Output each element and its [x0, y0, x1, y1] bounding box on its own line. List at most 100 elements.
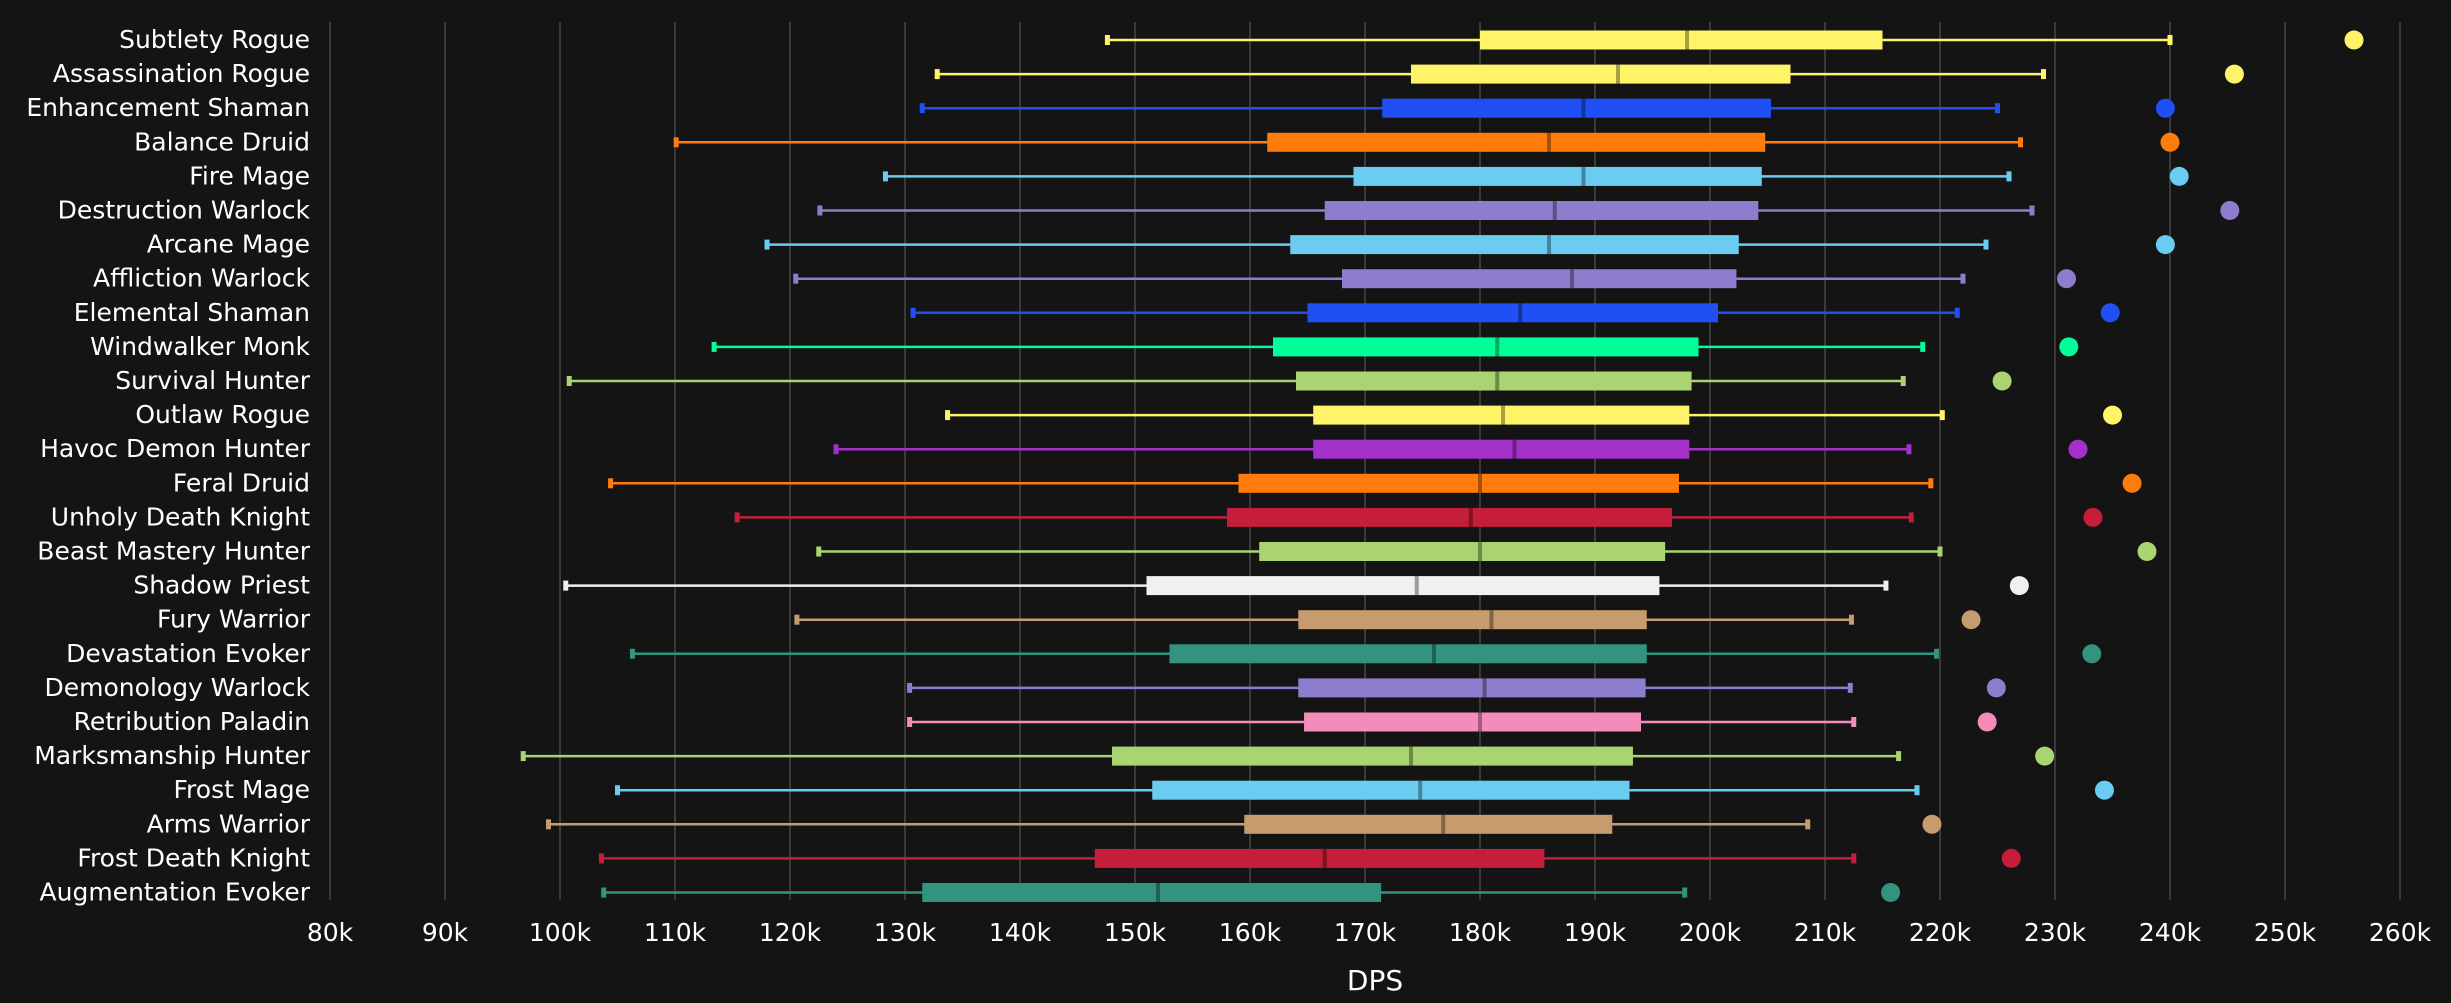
iqr-box [1273, 337, 1699, 357]
category-label: Balance Druid [134, 127, 310, 156]
iqr-box [1238, 473, 1679, 493]
x-tick-label: 130k [874, 918, 937, 947]
outlier-point [2103, 405, 2122, 425]
outlier-point [2035, 746, 2055, 766]
category-label: Arcane Mage [147, 230, 310, 259]
outlier-point [2082, 644, 2102, 664]
x-tick-label: 100k [529, 918, 592, 947]
outlier-point [2155, 98, 2175, 118]
iqr-box [1298, 678, 1646, 698]
boxes [520, 30, 2364, 902]
outlier-point [2160, 132, 2180, 152]
box-group [734, 507, 2103, 527]
outlier-point [2344, 30, 2364, 50]
x-tick-label: 170k [1334, 918, 1397, 947]
x-tick-label: 240k [2139, 918, 2202, 947]
outlier-point [2001, 848, 2021, 868]
box-group [615, 780, 2114, 800]
x-tick-label: 150k [1104, 918, 1167, 947]
box-group [794, 610, 1981, 630]
x-tick-label: 120k [759, 918, 822, 947]
box-group [882, 166, 2189, 186]
grid-lines [329, 22, 2401, 900]
x-tick-label: 110k [644, 918, 707, 947]
category-label: Subtlety Rogue [119, 25, 310, 54]
category-label: Havoc Demon Hunter [40, 434, 311, 463]
category-label: Arms Warrior [147, 809, 311, 838]
category-label: Enhancement Shaman [26, 93, 310, 122]
outlier-point [2057, 269, 2076, 289]
outlier-point [1961, 610, 1981, 630]
x-axis-ticks: 80k 90k 100k 110k 120k 130k 140k 150k 160k 170k 18… [307, 918, 2432, 947]
iqr-box [1169, 644, 1647, 664]
box-group [934, 64, 2244, 84]
category-label: Devastation Evoker [66, 639, 311, 668]
outlier-point [2224, 64, 2244, 84]
iqr-box [1244, 814, 1613, 834]
box-group [910, 303, 2120, 323]
x-tick-label: 140k [989, 918, 1052, 947]
category-label: Frost Death Knight [77, 843, 310, 872]
box-group [629, 644, 2102, 664]
x-tick-label: 90k [422, 918, 469, 947]
category-label: Assassination Rogue [53, 59, 310, 88]
box-group [764, 235, 2175, 255]
x-tick-label: 180k [1449, 918, 1512, 947]
iqr-box [1152, 780, 1630, 800]
x-tick-label: 190k [1564, 918, 1627, 947]
iqr-box [1094, 848, 1545, 868]
box-group [608, 473, 2142, 493]
box-group [1104, 30, 2364, 50]
category-label: Augmentation Evoker [40, 878, 311, 907]
box-group [520, 746, 2055, 766]
iqr-box [922, 883, 1382, 902]
iqr-box [1296, 371, 1692, 391]
box-group [816, 542, 2157, 561]
outlier-point [1992, 371, 2012, 391]
box-group [566, 371, 2012, 391]
iqr-box [1146, 576, 1660, 596]
outlier-point [2094, 780, 2114, 800]
box-group [601, 883, 1901, 902]
category-labels: Subtlety Rogue Assassination Rogue Enhance… [26, 25, 310, 907]
x-tick-label: 230k [2024, 918, 2087, 947]
outlier-point [2122, 473, 2142, 493]
x-axis-title: DPS [1347, 964, 1403, 997]
category-label: Demonology Warlock [45, 673, 311, 702]
category-label: Marksmanship Hunter [34, 741, 310, 770]
box-group [945, 405, 2122, 425]
iqr-box [1382, 98, 1771, 118]
box-group [711, 337, 2079, 357]
outlier-point [2169, 166, 2189, 186]
iqr-box [1307, 303, 1719, 323]
category-label: Fury Warrior [157, 605, 311, 634]
category-label: Frost Mage [174, 775, 311, 804]
outlier-point [1881, 883, 1901, 902]
x-tick-label: 260k [2369, 918, 2432, 947]
category-label: Shadow Priest [133, 571, 310, 600]
iqr-box [1290, 235, 1739, 255]
box-group [919, 98, 2175, 118]
box-group [598, 848, 2021, 868]
outlier-point [2059, 337, 2079, 357]
iqr-box [1267, 132, 1766, 152]
outlier-point [2137, 542, 2157, 561]
outlier-point [2155, 235, 2175, 255]
outlier-point [1922, 814, 1942, 834]
category-label: Outlaw Rogue [135, 400, 310, 429]
iqr-box [1342, 269, 1737, 289]
category-label: Survival Hunter [115, 366, 310, 395]
iqr-box [1227, 507, 1673, 527]
iqr-box [1313, 439, 1690, 459]
x-tick-label: 210k [1794, 918, 1857, 947]
category-label: Affliction Warlock [93, 264, 311, 293]
box-group [793, 269, 2076, 289]
category-label: Retribution Paladin [74, 707, 310, 736]
outlier-point [2083, 507, 2103, 527]
x-tick-label: 200k [1679, 918, 1742, 947]
category-label: Feral Druid [173, 468, 310, 497]
box-group [546, 814, 1942, 834]
category-label: Windwalker Monk [90, 332, 310, 361]
iqr-box [1259, 542, 1666, 561]
